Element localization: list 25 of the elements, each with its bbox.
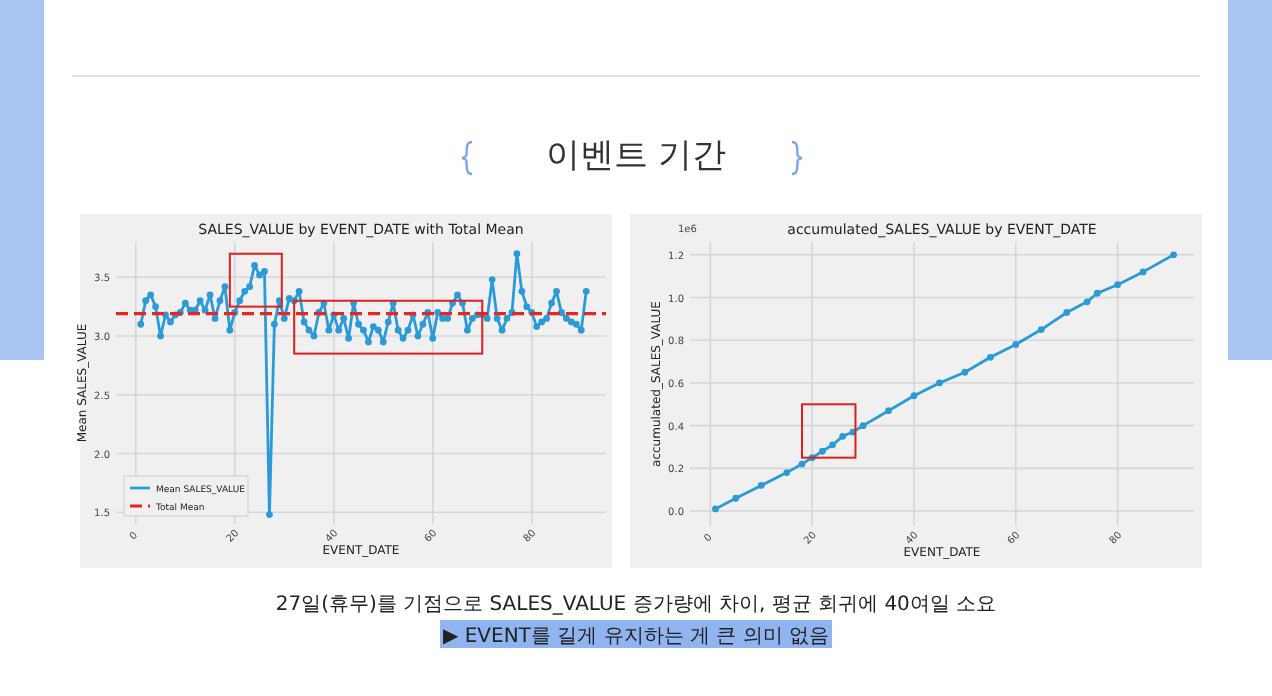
point	[829, 441, 836, 449]
point	[1093, 289, 1101, 297]
point	[1083, 298, 1091, 306]
point	[1012, 341, 1020, 348]
point	[818, 447, 826, 455]
point	[783, 469, 791, 477]
point	[798, 460, 806, 468]
point	[1114, 281, 1122, 289]
point	[961, 368, 969, 376]
text: 이벤트 기간	[545, 136, 727, 176]
point	[936, 379, 943, 387]
point	[859, 422, 867, 430]
point	[1139, 268, 1147, 276]
text: ▶ EVENT를 길게 유지하는 게 큰 의미 없음	[442, 626, 830, 648]
point	[885, 407, 892, 415]
point	[757, 482, 765, 489]
point	[839, 432, 847, 440]
point	[910, 392, 918, 400]
point	[732, 494, 740, 502]
text: 27일(휴무)를 기점으로 SALES_VALUE 증가량에 차이, 평균 회귀에 40여일 소요	[275, 594, 997, 616]
point	[1037, 326, 1045, 333]
point	[1170, 251, 1178, 259]
point	[986, 353, 994, 361]
point	[1063, 309, 1071, 316]
point	[712, 505, 719, 513]
